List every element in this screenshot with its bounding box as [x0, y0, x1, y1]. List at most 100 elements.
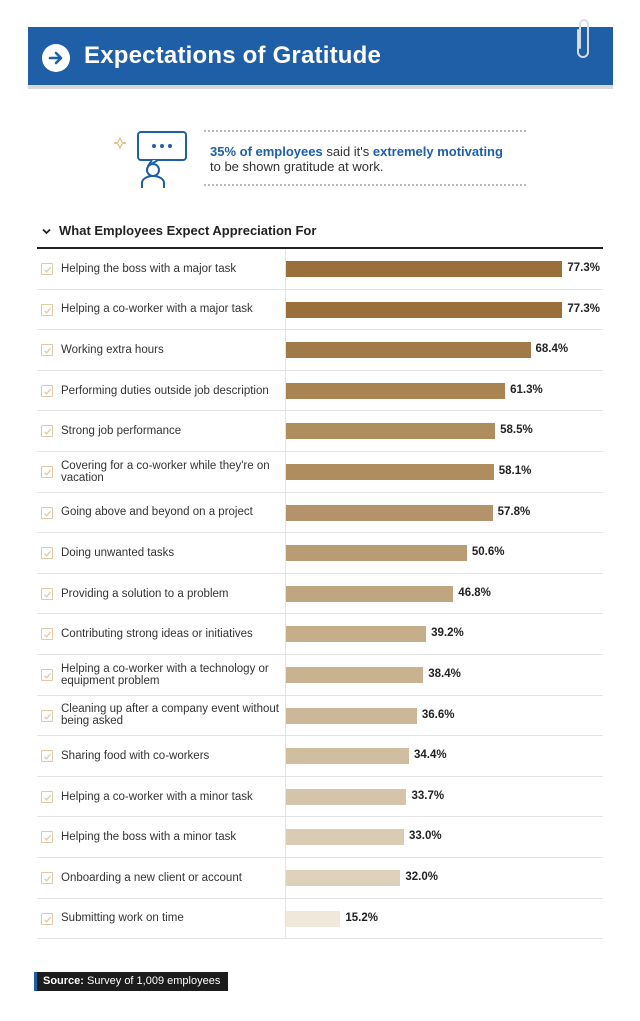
bar-area: 33.7% [285, 776, 603, 817]
chart-row: Helping a co-worker with a technology or… [37, 654, 603, 696]
stat-text-part-2: to be shown gratitude at work. [210, 159, 384, 174]
bar [286, 382, 506, 399]
category-label: Going above and beyond on a project [61, 506, 253, 519]
chart-row: Helping the boss with a major task 77.3% [37, 249, 603, 290]
section-title-text: What Employees Expect Appreciation For [59, 223, 317, 238]
chart-row: Cleaning up after a company event withou… [37, 695, 603, 737]
page-title: Expectations of Gratitude [84, 42, 382, 69]
category-label: Helping a co-worker with a minor task [61, 790, 253, 803]
category-label: Helping a co-worker with a major task [61, 303, 253, 316]
bar-chart: Helping the boss with a major task 77.3% H… [37, 249, 603, 940]
checkbox-icon [41, 871, 53, 884]
stat-callout: 35% of employees said it's extremely mot… [108, 124, 538, 194]
chart-row: Working extra hours 68.4% [37, 330, 603, 371]
value-label: 36.6% [421, 708, 455, 721]
stat-text-part: said it's [322, 144, 373, 159]
value-label: 15.2% [345, 911, 378, 924]
paperclip-icon [577, 19, 589, 58]
category-label: Onboarding a new client or account [61, 871, 242, 884]
chart-row: Going above and beyond on a project 57.8% [37, 492, 603, 534]
checkbox-icon [41, 790, 53, 803]
bar [286, 261, 563, 277]
value-label: 77.3% [567, 262, 600, 274]
checkbox-icon [41, 628, 53, 641]
bar-area: 58.5% [285, 411, 603, 451]
bar-area: 58.1% [285, 451, 603, 492]
stat-highlight-phrase: extremely motivating [372, 144, 503, 159]
chart-row: Providing a solution to a problem 46.8% [37, 573, 603, 615]
chart-row: Onboarding a new client or account 32.0% [37, 857, 603, 899]
category-label: Helping the boss with a minor task [61, 831, 237, 844]
checkbox-icon [41, 587, 53, 600]
category-label: Helping the boss with a major task [61, 262, 237, 275]
checkbox-icon [41, 668, 53, 681]
bar [286, 301, 563, 318]
value-label: 39.2% [431, 627, 464, 640]
category-label: Contributing strong ideas or initiatives [61, 628, 253, 641]
bar-area: 77.3% [285, 289, 603, 330]
bar [286, 869, 401, 886]
checkbox-icon [41, 425, 53, 438]
chart-row: Contributing strong ideas or initiatives… [37, 614, 603, 655]
arrow-right-circle-icon [42, 44, 70, 72]
bar-area: 50.6% [285, 533, 603, 573]
source-note: Source: Survey of 1,009 employees [34, 972, 229, 991]
checkbox-icon [41, 465, 53, 478]
bar [286, 545, 467, 562]
bar-area: 46.8% [285, 573, 603, 614]
bar [286, 748, 409, 765]
category-label: Working extra hours [61, 343, 164, 356]
checkbox-icon [41, 384, 53, 397]
bar-area: 61.3% [285, 370, 603, 411]
stat-highlight-percent: 35% of employees [210, 144, 323, 159]
bar-area: 68.4% [285, 330, 603, 370]
value-label: 38.4% [428, 667, 461, 680]
category-label: Sharing food with co-workers [61, 749, 210, 762]
value-label: 33.7% [411, 789, 445, 802]
category-label: Performing duties outside job descriptio… [61, 384, 269, 397]
checkbox-icon [41, 344, 53, 357]
bar [286, 626, 427, 643]
stat-text: 35% of employees said it's extremely mot… [210, 144, 503, 174]
bar-area: 34.4% [285, 736, 603, 776]
bar-area: 15.2% [285, 898, 603, 939]
chart-row: Covering for a co-worker while they're o… [37, 451, 603, 493]
checkbox-icon [41, 547, 53, 560]
value-label: 33.0% [408, 830, 442, 843]
chart-row: Helping the boss with a minor task 33.0% [37, 817, 603, 858]
section-rule [37, 247, 603, 249]
bar [286, 585, 454, 602]
category-label: Helping a co-worker with a technology or… [61, 662, 269, 687]
section-title: What Employees Expect Appreciation For [42, 223, 316, 238]
category-label: Cleaning up after a company event withou… [61, 703, 279, 728]
checkbox-icon [41, 709, 53, 722]
checkbox-icon [41, 831, 53, 844]
source-text: Survey of 1,009 employees [83, 975, 221, 987]
category-label: Strong job performance [61, 425, 182, 438]
bar [286, 504, 493, 521]
dotted-divider [204, 130, 526, 132]
chart-row: Helping a co-worker with a minor task 33.… [37, 776, 603, 818]
value-label: 34.4% [413, 749, 447, 762]
category-label: Providing a solution to a problem [61, 587, 229, 600]
checkbox-icon [41, 912, 53, 925]
checkbox-icon [41, 263, 53, 275]
checkbox-icon [41, 750, 53, 763]
value-label: 58.5% [500, 424, 533, 437]
bar [286, 666, 424, 683]
bar [286, 788, 407, 805]
chart-row: Performing duties outside job descriptio… [37, 370, 603, 412]
chart-row: Doing unwanted tasks 50.6% [37, 533, 603, 574]
bar-area: 32.0% [285, 857, 603, 898]
bar [286, 910, 341, 927]
value-label: 50.6% [471, 546, 505, 559]
value-label: 58.1% [498, 464, 532, 477]
value-label: 46.8% [458, 586, 491, 599]
bar [286, 707, 417, 724]
value-label: 57.8% [497, 505, 531, 518]
bar [286, 423, 496, 440]
person-speech-bubble-icon [113, 131, 187, 188]
source-label: Source: [43, 975, 84, 987]
value-label: 68.4% [535, 343, 569, 356]
bar-area: 57.8% [285, 492, 603, 533]
